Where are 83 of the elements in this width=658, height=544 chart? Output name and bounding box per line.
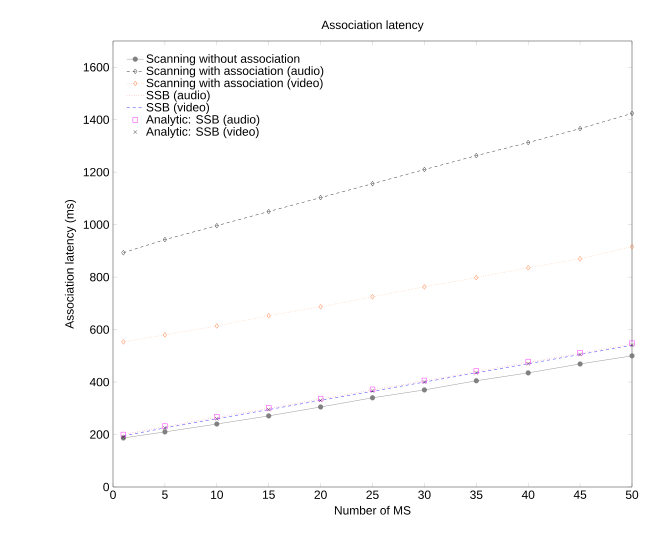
- point: [370, 389, 374, 393]
- y-tick-label: 800: [90, 272, 110, 282]
- y-tick-label: 1200: [84, 168, 110, 176]
- x-tick-label: 5: [162, 490, 168, 499]
- point: [266, 408, 271, 412]
- y-tick-label: 1000: [84, 220, 110, 229]
- point: [318, 404, 324, 410]
- point: [214, 414, 220, 420]
- point: [318, 396, 324, 402]
- point: [121, 339, 126, 345]
- point: [318, 304, 323, 310]
- point: [120, 432, 126, 438]
- point: [214, 416, 219, 421]
- point: [629, 340, 635, 346]
- point: [162, 429, 168, 434]
- legend-label: Scanning with association (audio): [146, 66, 324, 78]
- x-tick-label: 45: [574, 490, 586, 499]
- point: [214, 223, 219, 228]
- y-tick-label: 1600: [84, 63, 110, 72]
- x-tick-label: 15: [262, 490, 275, 499]
- point: [370, 395, 376, 400]
- point: [578, 256, 582, 262]
- legend-label: SSB (audio): [146, 90, 210, 102]
- point: [578, 352, 582, 356]
- point: [474, 378, 479, 384]
- point: [266, 313, 271, 318]
- point: [422, 387, 427, 393]
- point: [266, 405, 272, 410]
- legend-label: Analytic: SSB (audio): [146, 114, 260, 126]
- x-tick-label: 10: [211, 490, 223, 499]
- point: [630, 244, 634, 250]
- point: [266, 413, 272, 418]
- y-tick-label: 600: [90, 325, 110, 334]
- point: [162, 424, 168, 429]
- y-tick-label: 200: [90, 430, 110, 439]
- point: [630, 110, 634, 116]
- point: [214, 421, 220, 427]
- point: [422, 284, 426, 290]
- y-tick-label: 400: [90, 378, 110, 386]
- point: [630, 343, 634, 348]
- point: [474, 370, 478, 375]
- point: [163, 426, 167, 430]
- point: [318, 195, 323, 200]
- x-tick-label: 40: [522, 490, 534, 499]
- point: [526, 140, 530, 146]
- legend-label: Scanning without association: [146, 54, 300, 66]
- point: [578, 126, 582, 132]
- point: [422, 166, 426, 172]
- point: [162, 237, 167, 242]
- x-tick-label: 25: [366, 490, 379, 499]
- point: [266, 208, 271, 214]
- point: [578, 361, 583, 367]
- point: [629, 353, 635, 358]
- point: [526, 362, 530, 366]
- x-tick-label: 0: [110, 490, 116, 499]
- point: [370, 181, 374, 186]
- point: [474, 275, 478, 280]
- point: [162, 332, 167, 338]
- point: [526, 359, 531, 364]
- x-tick-label: 30: [418, 490, 431, 499]
- point: [121, 250, 126, 256]
- x-tick-label: 20: [314, 490, 327, 499]
- point: [422, 378, 427, 384]
- point: [474, 153, 478, 158]
- point: [318, 398, 322, 402]
- chart-title: Association latency: [321, 20, 424, 32]
- legend-label: Scanning with association (video): [146, 78, 323, 90]
- legend-label: Analytic: SSB (video): [146, 127, 259, 138]
- x-tick-label: 50: [626, 490, 638, 499]
- point: [370, 294, 374, 300]
- point: [526, 370, 531, 376]
- x-axis-title: Number of MS: [334, 506, 410, 515]
- x-tick-label: 35: [470, 490, 482, 499]
- y-tick-label: 1400: [84, 115, 110, 124]
- legend-label: SSB (video): [146, 102, 209, 114]
- point: [422, 380, 426, 384]
- point: [474, 368, 479, 374]
- point: [526, 265, 530, 270]
- point: [370, 386, 376, 392]
- point: [214, 323, 219, 329]
- y-axis-title: Association latency (ms): [64, 200, 76, 329]
- y-tick-label: 0: [103, 482, 110, 492]
- point: [578, 350, 583, 356]
